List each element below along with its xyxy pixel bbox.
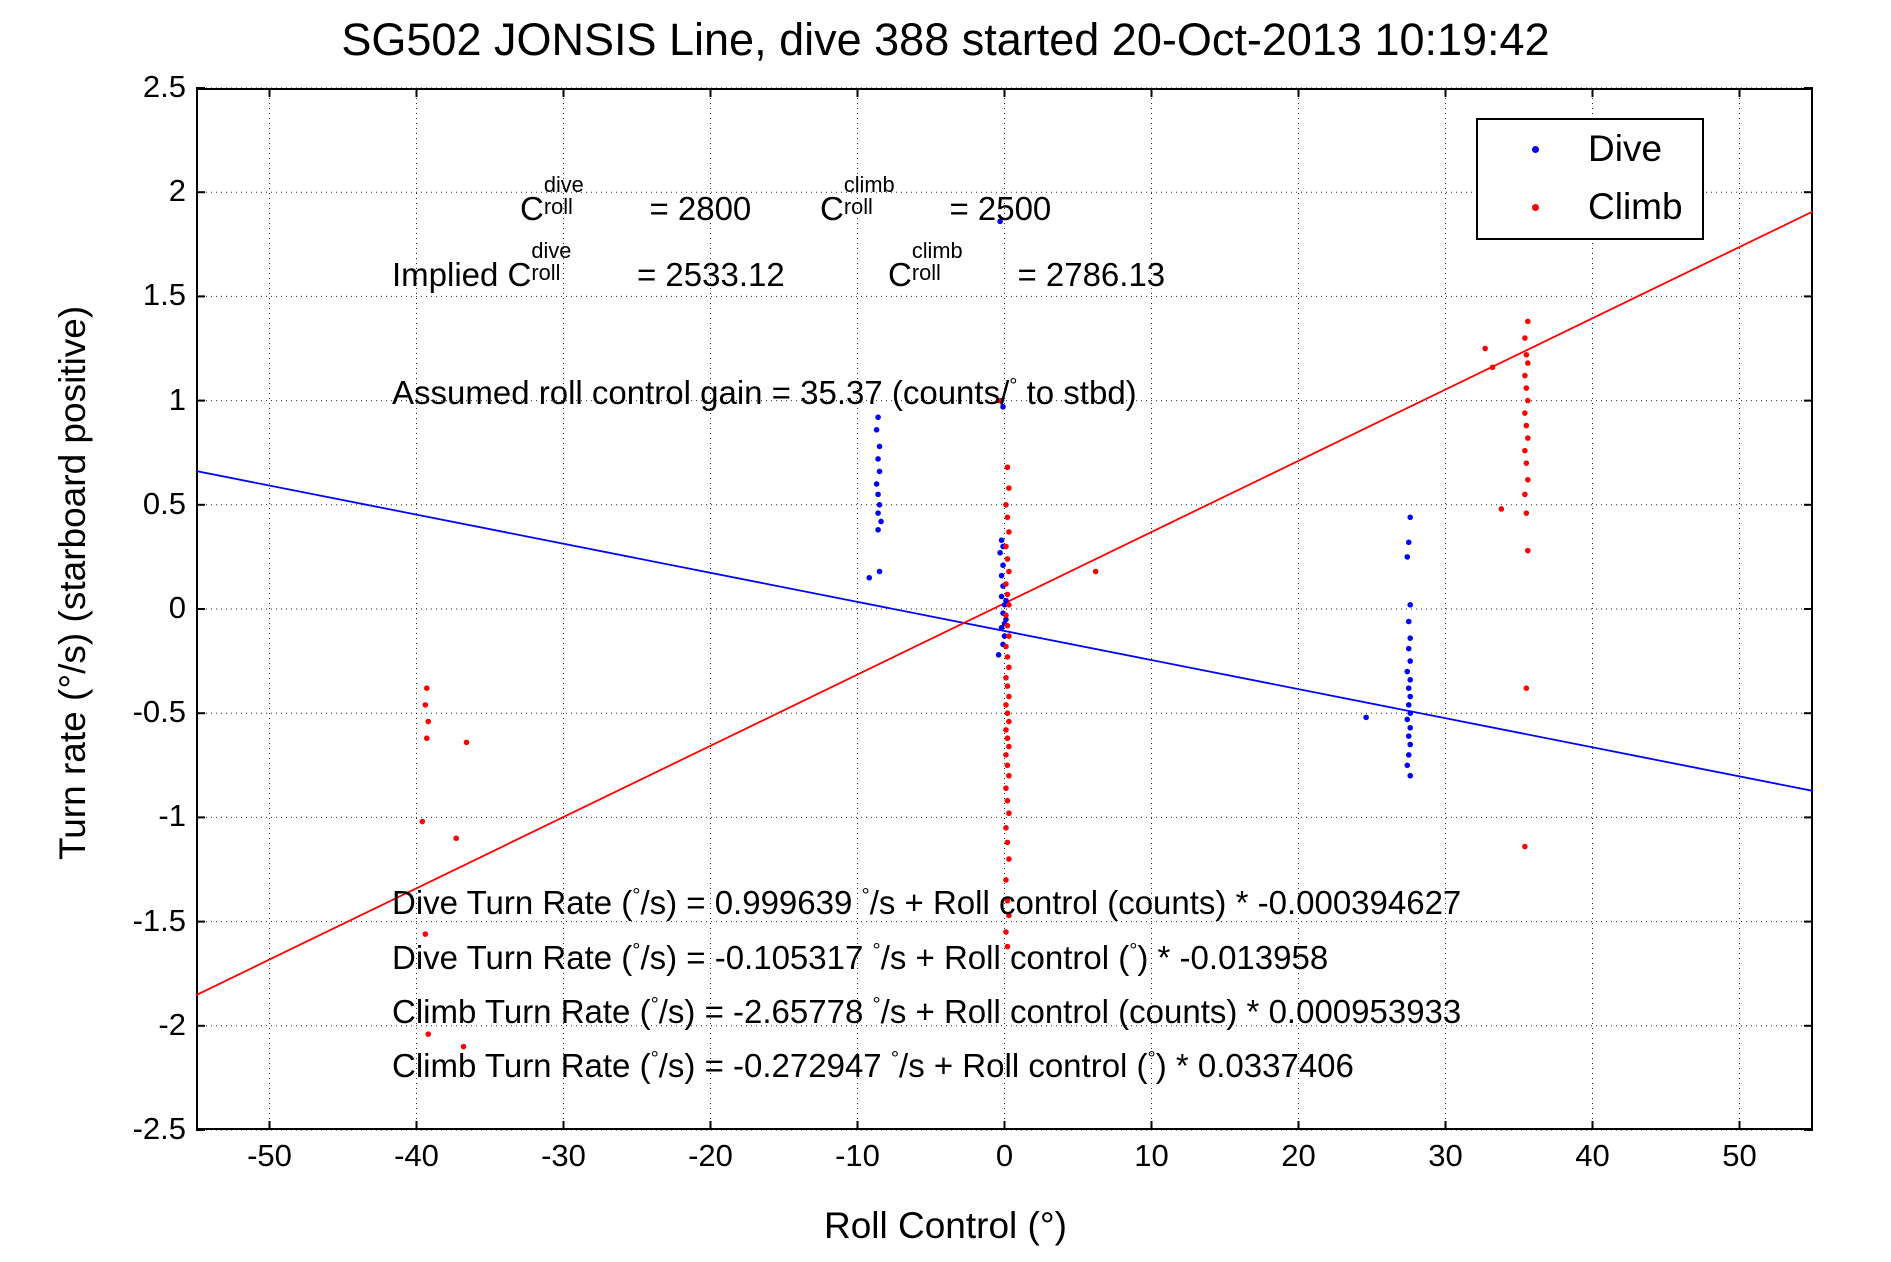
c-climb-subscript: roll (843, 194, 873, 220)
legend-marker-climb (1532, 204, 1539, 211)
implied-dive-supsub: dive roll (531, 239, 637, 286)
implied-climb-symbol: C (888, 256, 912, 293)
legend-entry-climb: Climb (1478, 178, 1706, 239)
equation-text: /s + Roll control (counts) * -0.00039462… (869, 884, 1462, 921)
implied-dive-superscript: dive (531, 237, 572, 263)
equation-text: /s) = -0.105317 (640, 939, 873, 976)
y-tick-label: 0 (168, 590, 186, 625)
y-tick-label: -2.5 (132, 1111, 186, 1146)
implied-climb-supsub: climb roll (911, 239, 1018, 286)
x-tick-label: -40 (394, 1138, 439, 1173)
x-tick-label: 30 (1428, 1138, 1463, 1173)
implied-dive-subscript: roll (531, 260, 561, 286)
c-climb-value: = 2500 (949, 190, 1052, 227)
equation-text: Climb Turn Rate ( (392, 993, 651, 1030)
equation-line: Dive Turn Rate (°/s) = 0.999639 °/s + Ro… (392, 884, 1461, 922)
x-axis-label: Roll Control (°) (823, 1205, 1067, 1246)
equation-text: ) * -0.013958 (1137, 939, 1329, 976)
c-climb-superscript: climb (843, 171, 895, 197)
equation-text: Climb Turn Rate ( (392, 1047, 651, 1084)
degree-symbol: ° (1129, 939, 1138, 962)
y-tick-label: 1.5 (142, 277, 186, 313)
x-tick-label: 40 (1575, 1138, 1610, 1173)
implied-climb-superscript: climb (911, 237, 963, 263)
y-tick-label: -2 (158, 1006, 186, 1042)
degree-symbol: ° (1147, 1047, 1156, 1070)
annotation-roll-gain: Assumed roll control gain = 35.37 (count… (392, 374, 1137, 411)
c-dive-supsub: dive roll (543, 173, 650, 220)
gain-text-b: to stbd) (1017, 374, 1137, 411)
x-tick-label: 0 (995, 1138, 1014, 1173)
legend-label-climb: Climb (1588, 186, 1683, 227)
y-tick-label: 0.5 (142, 485, 186, 521)
degree-symbol: ° (650, 1047, 659, 1070)
c-dive-superscript: dive (543, 171, 584, 197)
equation-line: Dive Turn Rate (°/s) = -0.105317 °/s + R… (392, 939, 1328, 977)
equation-text: Dive Turn Rate ( (392, 939, 633, 976)
y-tick-label: -0.5 (132, 694, 186, 730)
implied-prefix: Implied C (392, 256, 532, 293)
degree-symbol: ° (632, 939, 641, 962)
c-climb-supsub: climb roll (843, 173, 950, 220)
legend-marker-dive (1532, 146, 1539, 153)
degree-symbol: ° (1009, 374, 1018, 397)
degree-symbol: ° (872, 939, 881, 962)
equation-text: /s) = 0.999639 (640, 884, 862, 921)
equation-text: /s + Roll control ( (899, 1047, 1148, 1084)
equation-text: /s + Roll control ( (880, 939, 1130, 976)
equation-text: Dive Turn Rate ( (392, 884, 633, 921)
equation-text: /s + Roll control (counts) * 0.000953933 (880, 993, 1462, 1030)
gain-text-a: Assumed roll control gain = 35.37 (count… (392, 374, 1010, 411)
degree-symbol: ° (632, 884, 641, 907)
c-dive-value: = 2800 (649, 190, 752, 227)
x-tick-label: -50 (247, 1138, 292, 1173)
x-tick-label: 50 (1722, 1138, 1757, 1173)
equation-text: /s) = -0.272947 (658, 1047, 891, 1084)
y-tick-label: 2.5 (142, 69, 186, 104)
c-symbol-dive: C (520, 190, 544, 227)
equation-line: Climb Turn Rate (°/s) = -0.272947 °/s + … (392, 1047, 1354, 1085)
x-tick-label: 10 (1134, 1138, 1169, 1173)
y-tick-label: -1 (158, 798, 186, 834)
c-symbol-climb: C (820, 190, 844, 227)
legend-box: Dive Climb (1476, 118, 1704, 240)
degree-symbol: ° (861, 884, 870, 907)
x-tick-label: -30 (541, 1138, 586, 1173)
legend-entry-dive: Dive (1478, 120, 1706, 181)
equation-text: /s) = -2.65778 (658, 993, 873, 1030)
legend-label-dive: Dive (1588, 128, 1663, 169)
x-tick-label: -20 (688, 1138, 733, 1173)
c-dive-subscript: roll (543, 194, 573, 220)
implied-climb-subscript: roll (911, 260, 941, 286)
implied-dive-value: = 2533.12 (636, 256, 785, 293)
chart-title: SG502 JONSIS Line, dive 388 started 20-O… (341, 14, 1550, 65)
y-tick-label: 2 (168, 173, 186, 209)
x-tick-label: -10 (835, 1138, 880, 1173)
y-tick-label: -1.5 (132, 902, 186, 938)
implied-climb-value: = 2786.13 (1017, 256, 1166, 293)
degree-symbol: ° (890, 1047, 900, 1070)
equation-line: Climb Turn Rate (°/s) = -2.65778 °/s + R… (392, 993, 1461, 1031)
degree-symbol: ° (872, 993, 881, 1016)
x-tick-label: 20 (1281, 1138, 1316, 1173)
degree-symbol: ° (650, 993, 659, 1016)
y-tick-label: 1 (168, 381, 186, 417)
equation-text: ) * 0.0337406 (1155, 1047, 1354, 1084)
